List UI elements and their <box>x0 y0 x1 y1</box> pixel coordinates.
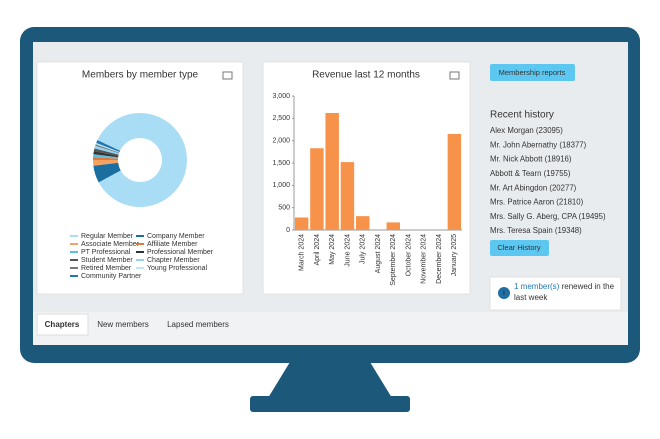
bar <box>386 222 400 230</box>
y-tick-label: 500 <box>278 205 290 212</box>
donut-slice <box>93 148 119 156</box>
tab[interactable]: Lapsed members <box>167 320 229 329</box>
x-tick-label: July 2024 <box>360 234 367 264</box>
bar-title: Revenue last 12 months <box>312 70 420 81</box>
info-icon <box>498 287 510 299</box>
active-tab[interactable] <box>36 313 89 336</box>
y-tick-label: 2,000 <box>272 138 290 145</box>
donut-slice <box>95 144 120 154</box>
clear-button[interactable] <box>490 240 549 256</box>
donut-slice <box>97 113 188 207</box>
legend-label: Professional Member <box>147 249 214 256</box>
donut-slice <box>93 151 119 158</box>
bar <box>294 217 309 230</box>
tab[interactable]: New members <box>97 320 149 329</box>
menu-icon[interactable] <box>449 71 460 80</box>
legend-label: Student Member <box>81 257 133 264</box>
x-tick-label: September 2024 <box>390 234 397 286</box>
legend-label: Company Member <box>147 233 205 240</box>
y-tick-label: 3,000 <box>272 93 290 100</box>
legend-label: Chapter Member <box>147 257 200 264</box>
donut-slice <box>93 162 121 183</box>
history-item[interactable]: Mrs. Teresa Spain (19348) <box>490 226 582 235</box>
x-tick-label: December 2024 <box>436 234 443 284</box>
clear-button-label[interactable]: Clear History <box>497 243 541 252</box>
legend-label: Community Partner <box>81 273 142 280</box>
donut-slice <box>92 159 119 166</box>
monitor-base <box>250 396 410 412</box>
history-item[interactable]: Alex Morgan (23095) <box>490 126 563 135</box>
y-tick-label: 0 <box>286 227 290 234</box>
x-tick-label: August 2024 <box>375 234 382 273</box>
legend-label: Retired Member <box>81 265 132 272</box>
donut-slice <box>95 142 120 153</box>
legend-label: Affiliate Member <box>147 241 198 248</box>
x-tick-label: March 2024 <box>298 234 305 271</box>
bar <box>356 216 370 230</box>
bar <box>325 112 339 230</box>
reports-button[interactable] <box>490 64 575 81</box>
x-tick-label: October 2024 <box>405 234 412 277</box>
donut-slice <box>96 140 121 152</box>
x-tick-label: June 2024 <box>344 234 351 267</box>
x-tick-label: May 2024 <box>329 234 336 265</box>
y-tick-label: 1,500 <box>272 160 290 167</box>
x-tick-label: November 2024 <box>421 234 428 284</box>
donut-title: Members by member type <box>82 70 199 81</box>
bar <box>447 133 462 230</box>
notice-box <box>489 276 622 311</box>
donut-slice <box>93 154 119 159</box>
history-item[interactable]: Mr. Nick Abbott (18916) <box>490 155 572 164</box>
x-tick-label: January 2025 <box>451 234 458 277</box>
donut-card <box>36 61 244 295</box>
history-item[interactable]: Mr. Art Abingdon (20277) <box>490 183 577 192</box>
notice-link[interactable]: 1 member(s) <box>514 282 560 291</box>
donut-slice <box>94 145 120 155</box>
x-tick-label: April 2024 <box>314 234 321 266</box>
bar <box>340 162 355 230</box>
notice: 1 member(s) renewed in the last week <box>514 281 618 303</box>
tab-bar <box>33 312 628 345</box>
donut-slice <box>93 157 119 160</box>
notice-body: renewed in the last week <box>514 282 615 302</box>
reports-button-label[interactable]: Membership reports <box>499 68 566 77</box>
legend-label: Young Professional <box>147 265 208 272</box>
history-item[interactable]: Mrs. Patrice Aaron (21810) <box>490 198 584 207</box>
bar <box>310 148 324 230</box>
legend-label: Regular Member <box>81 233 134 240</box>
history-item[interactable]: Abbott & Tearn (19755) <box>490 169 571 178</box>
menu-icon[interactable] <box>222 71 233 80</box>
legend-label: Associate Member <box>81 241 140 248</box>
y-tick-label: 2,500 <box>272 115 290 122</box>
tab[interactable]: Chapters <box>45 320 80 329</box>
history-item[interactable]: Mrs. Sally G. Aberg, CPA (19495) <box>490 212 606 221</box>
monitor-neck <box>268 362 392 398</box>
bar-card <box>262 61 471 295</box>
legend-label: PT Professional <box>81 249 131 256</box>
y-tick-label: 1,000 <box>272 182 290 189</box>
history-item[interactable]: Mr. John Abernathy (18377) <box>490 140 587 149</box>
info-icon-glyph: i <box>503 290 505 297</box>
history-title: Recent history <box>490 110 554 121</box>
notice-text: 1 member(s) renewed in the last week <box>514 281 618 303</box>
